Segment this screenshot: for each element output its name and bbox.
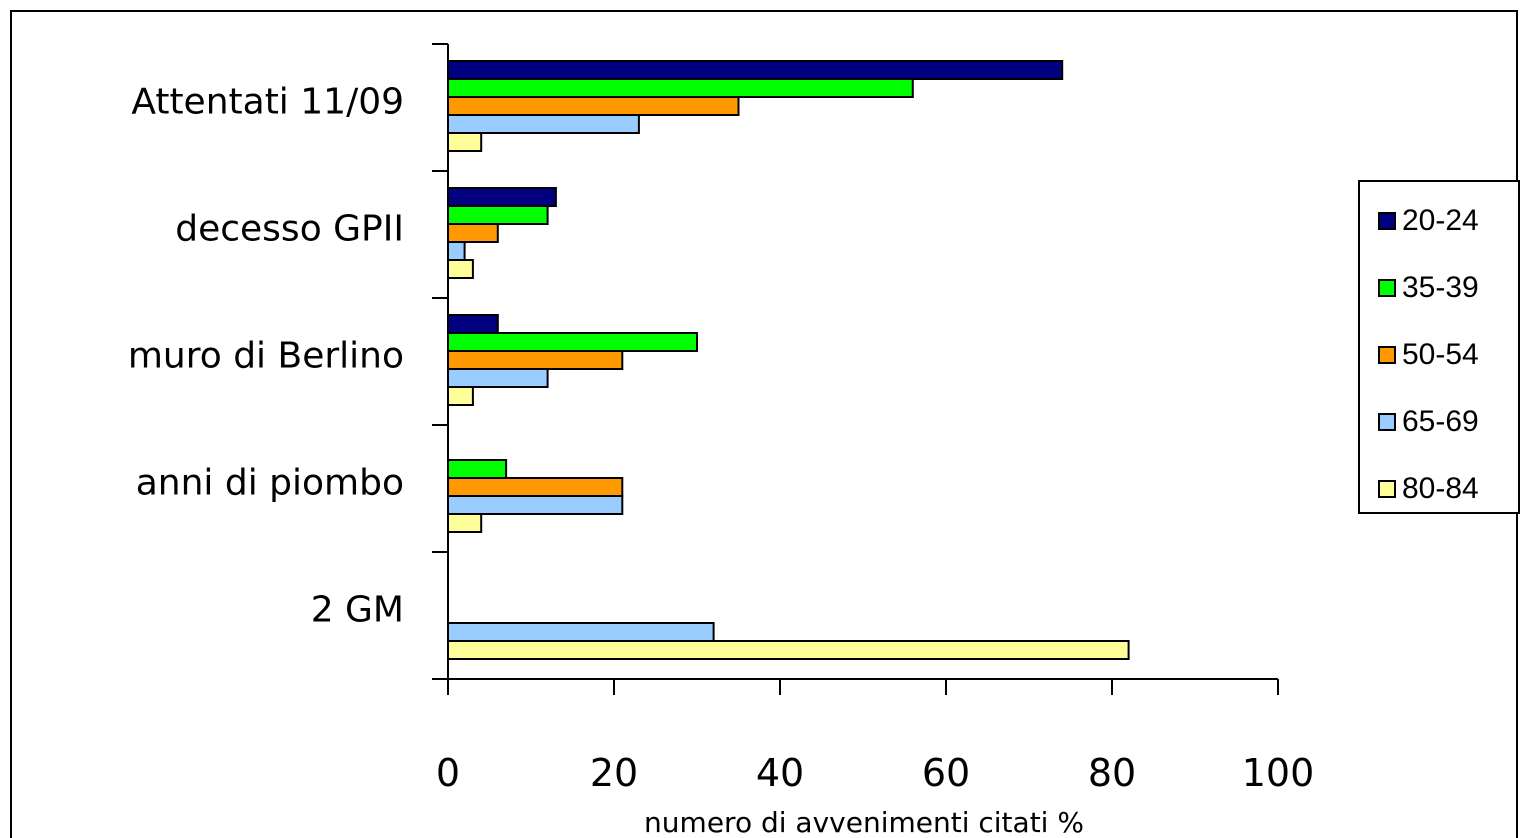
chart-legend: 20-24 35-39 50-54 65-69 80-84	[1358, 180, 1520, 514]
x-tick-label: 40	[756, 751, 804, 795]
bar-65-69-2	[447, 368, 549, 388]
legend-label: 35-39	[1402, 271, 1479, 304]
x-tick-label: 80	[1088, 751, 1136, 795]
bar-50-54-0	[447, 96, 740, 116]
bar-50-54-2	[447, 350, 624, 370]
bar-80-84-4	[447, 640, 1130, 660]
bar-80-84-1	[447, 259, 474, 279]
legend-swatch	[1378, 480, 1396, 498]
bar-20-24-1	[447, 187, 557, 207]
bar-50-54-1	[447, 223, 499, 243]
legend-item: 20-24	[1378, 204, 1479, 237]
category-label: anni di piombo	[136, 463, 404, 504]
legend-item: 35-39	[1378, 271, 1479, 304]
legend-swatch	[1378, 212, 1396, 230]
legend-label: 65-69	[1402, 405, 1479, 438]
bar-20-24-0	[447, 60, 1064, 80]
bar-50-54-3	[447, 477, 624, 497]
bar-80-84-0	[447, 132, 483, 152]
legend-item: 65-69	[1378, 405, 1479, 438]
bar-65-69-3	[447, 495, 624, 515]
category-label: 2 GM	[311, 590, 404, 631]
bar-65-69-0	[447, 114, 640, 134]
x-tick-label: 60	[922, 751, 970, 795]
bar-35-39-1	[447, 205, 549, 225]
x-axis-title: numero di avvenimenti citati %	[644, 806, 1084, 838]
bar-65-69-1	[447, 241, 466, 261]
legend-label: 20-24	[1402, 204, 1479, 237]
legend-label: 80-84	[1402, 472, 1479, 505]
category-label: Attentati 11/09	[131, 82, 404, 123]
legend-item: 50-54	[1378, 338, 1479, 371]
bar-35-39-3	[447, 459, 508, 479]
bar-35-39-2	[447, 332, 698, 352]
x-tick-label: 0	[436, 751, 460, 795]
legend-swatch	[1378, 413, 1396, 431]
x-tick-label: 20	[590, 751, 638, 795]
legend-item: 80-84	[1378, 472, 1479, 505]
legend-swatch	[1378, 346, 1396, 364]
chart-frame	[10, 10, 1518, 838]
bar-20-24-2	[447, 314, 499, 334]
category-label: muro di Berlino	[128, 336, 404, 377]
legend-swatch	[1378, 279, 1396, 297]
bar-80-84-3	[447, 513, 483, 533]
bar-65-69-4	[447, 622, 715, 642]
bar-80-84-2	[447, 386, 474, 406]
bar-35-39-0	[447, 78, 914, 98]
x-tick-label: 100	[1242, 751, 1315, 795]
legend-label: 50-54	[1402, 338, 1479, 371]
category-label: decesso GPII	[175, 209, 404, 250]
